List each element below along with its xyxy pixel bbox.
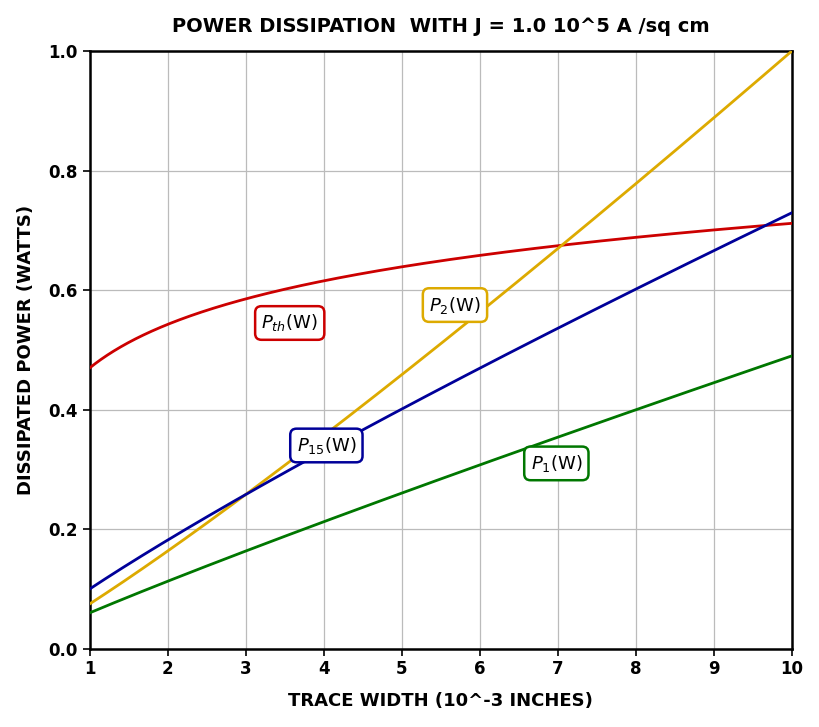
Text: $P_{th}$(W): $P_{th}$(W) (261, 313, 318, 334)
Text: $P_{15}$(W): $P_{15}$(W) (296, 435, 355, 456)
Text: $P_2$(W): $P_2$(W) (428, 294, 480, 316)
Y-axis label: DISSIPATED POWER (WATTS): DISSIPATED POWER (WATTS) (16, 205, 34, 495)
Text: $P_1$(W): $P_1$(W) (530, 453, 581, 474)
X-axis label: TRACE WIDTH (10^-3 INCHES): TRACE WIDTH (10^-3 INCHES) (288, 692, 593, 710)
Title: POWER DISSIPATION  WITH J = 1.0 10^5 A /sq cm: POWER DISSIPATION WITH J = 1.0 10^5 A /s… (172, 17, 708, 36)
